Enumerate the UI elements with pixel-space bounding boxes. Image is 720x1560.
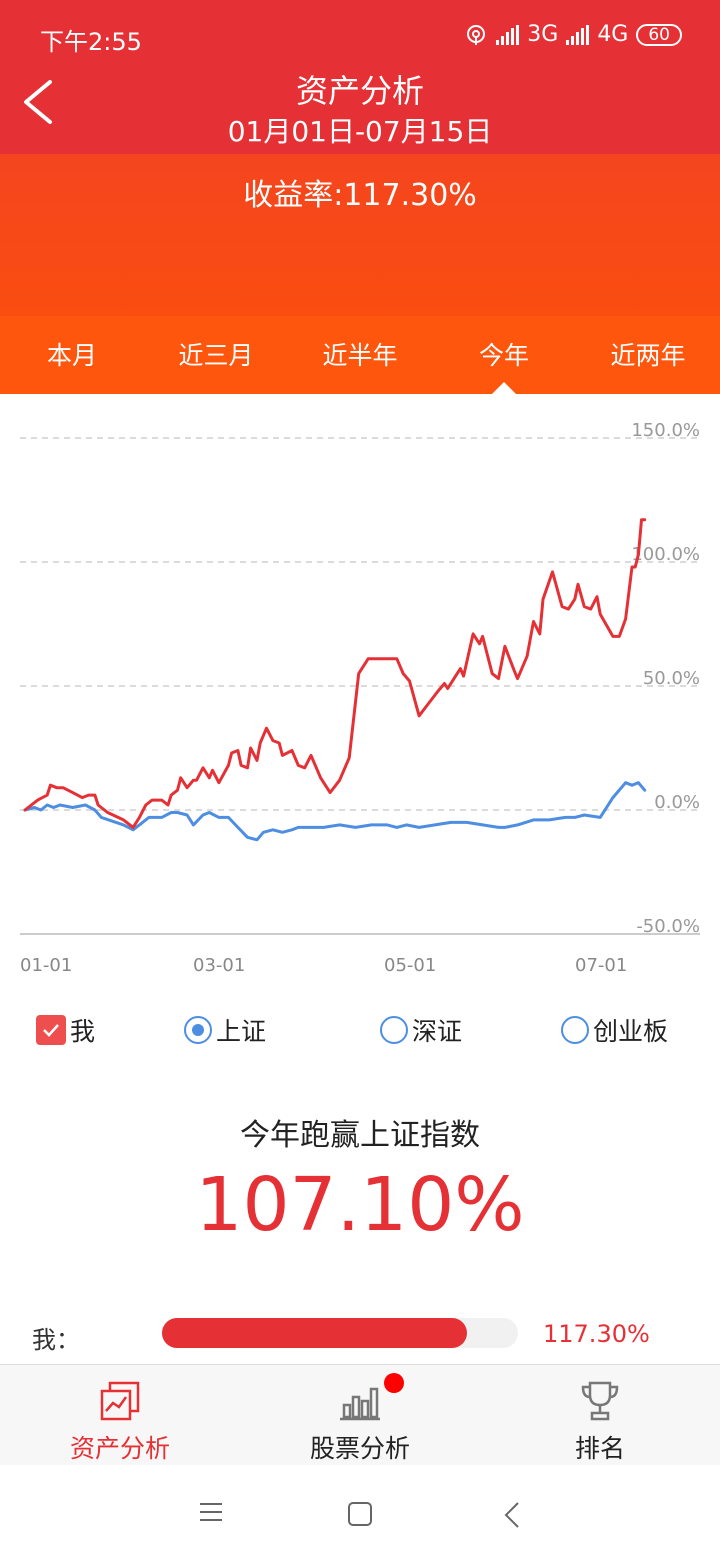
tab-two-years[interactable]: 近两年 — [576, 316, 720, 394]
system-navigation — [0, 1465, 720, 1560]
radio-empty-icon — [561, 1016, 589, 1044]
network-3g: 3G — [527, 22, 559, 47]
back-arrow-icon[interactable] — [18, 74, 58, 130]
y-tick-label: 150.0% — [631, 420, 700, 441]
x-tick-label: 01-01 — [20, 955, 72, 976]
legend-label: 深证 — [412, 1017, 463, 1046]
return-bar-fill — [162, 1318, 468, 1348]
chart-legend: 我 上证 深证 创业板 — [0, 1012, 720, 1056]
menu-icon[interactable] — [198, 1501, 224, 1523]
tab-three-months[interactable]: 近三月 — [144, 316, 288, 394]
beat-index-title: 今年跑赢上证指数 — [240, 1118, 480, 1153]
status-bar: 下午2:55 3G 4G 60 — [0, 0, 720, 62]
checkbox-checked-icon — [36, 1015, 66, 1045]
y-tick-label: -50.0% — [636, 916, 700, 937]
legend-me[interactable]: 我 — [36, 1012, 95, 1048]
bottom-navigation: 资产分析 股票分析 排名 — [0, 1364, 720, 1465]
beat-index-value: 107.10% — [195, 1162, 525, 1248]
signal-icon — [566, 24, 590, 45]
series-line — [23, 518, 647, 829]
series-line — [23, 781, 647, 842]
bar-chart-icon — [340, 1387, 380, 1421]
date-range: 01月01日-07月15日 — [227, 115, 493, 148]
return-line-chart: 150.0% 100.0% 50.0% 0.0% -50.0% 01-01 03-01 05-… — [20, 420, 700, 976]
nav-label: 资产分析 — [69, 1434, 170, 1463]
tab-half-year[interactable]: 近半年 — [288, 316, 432, 394]
bar-value: 117.30% — [543, 1320, 650, 1348]
header: 资产分析 01月01日-07月15日 — [0, 62, 720, 154]
signal-icon — [496, 24, 520, 45]
bar-label: 我： — [32, 1326, 80, 1354]
nav-stock-analysis[interactable]: 股票分析 — [240, 1365, 480, 1465]
tab-this-month[interactable]: 本月 — [0, 316, 144, 394]
selected-tab-indicator — [492, 382, 516, 394]
x-tick-label: 03-01 — [193, 955, 245, 976]
legend-label: 我 — [70, 1017, 96, 1046]
trend-chart-icon — [100, 1381, 140, 1421]
period-tabs: 本月 近三月 近半年 今年 近两年 — [0, 316, 720, 394]
home-icon[interactable] — [347, 1501, 373, 1527]
nav-label: 排名 — [574, 1434, 625, 1463]
y-tick-label: 100.0% — [631, 544, 700, 565]
return-rate: 收益率:117.30% — [243, 178, 477, 213]
radio-empty-icon — [380, 1016, 408, 1044]
notification-badge — [384, 1373, 404, 1393]
legend-label: 上证 — [216, 1017, 267, 1046]
network-4g: 4G — [597, 22, 629, 47]
hotspot-icon — [467, 24, 486, 45]
legend-chinext[interactable]: 创业板 — [561, 1012, 668, 1048]
x-tick-label: 05-01 — [384, 955, 436, 976]
legend-label: 创业板 — [593, 1017, 669, 1046]
battery-indicator: 60 — [636, 23, 682, 46]
page-title: 资产分析 — [295, 72, 424, 110]
x-tick-label: 07-01 — [575, 955, 627, 976]
return-bar-track — [162, 1318, 518, 1348]
y-tick-label: 0.0% — [654, 792, 700, 813]
legend-shenzhen[interactable]: 深证 — [380, 1012, 462, 1048]
status-icons: 3G 4G 60 — [464, 22, 682, 47]
tab-label: 近两年 — [610, 341, 686, 370]
nav-label: 股票分析 — [309, 1434, 410, 1463]
legend-shanghai[interactable]: 上证 — [184, 1012, 266, 1048]
tab-label: 今年 — [478, 341, 529, 370]
tab-this-year[interactable]: 今年 — [432, 316, 576, 394]
nav-ranking[interactable]: 排名 — [480, 1365, 720, 1465]
status-time: 下午2:55 — [40, 28, 142, 56]
tab-label: 近三月 — [178, 341, 254, 370]
radio-selected-icon — [184, 1016, 212, 1044]
nav-asset-analysis[interactable]: 资产分析 — [0, 1365, 240, 1465]
return-rate-panel: 收益率:117.30% — [0, 154, 720, 316]
tab-label: 近半年 — [322, 341, 398, 370]
trophy-icon — [581, 1381, 619, 1421]
back-icon[interactable] — [500, 1501, 524, 1529]
tab-label: 本月 — [46, 341, 97, 370]
y-tick-label: 50.0% — [643, 668, 700, 689]
